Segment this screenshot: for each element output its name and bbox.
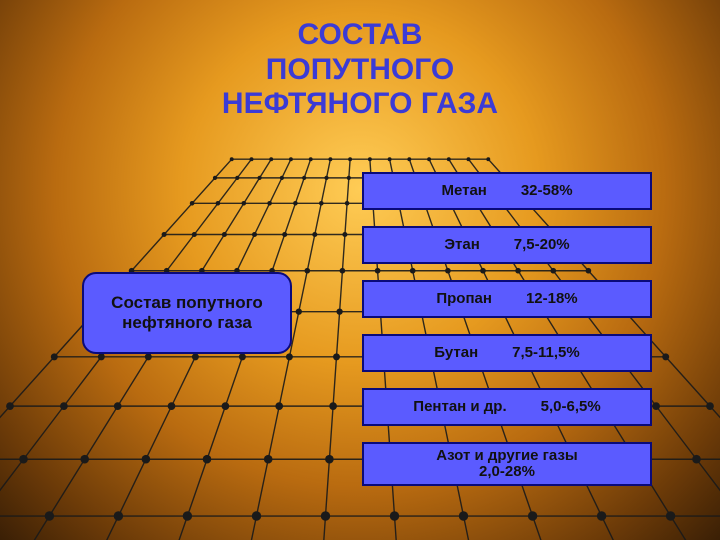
composition-row: Пропан 12-18% [362, 280, 652, 318]
row-label: Бутан [434, 345, 478, 362]
row-value: 5,0-6,5% [541, 399, 601, 416]
composition-row: Этан 7,5-20% [362, 226, 652, 264]
row-value: 7,5-20% [514, 237, 570, 254]
row-value: 7,5-11,5% [512, 345, 580, 362]
composition-row: Пентан и др. 5,0-6,5% [362, 388, 652, 426]
row-label: Пропан [436, 291, 492, 308]
row-label: Метан [441, 183, 486, 200]
left-summary-box: Состав попутного нефтяного газа [82, 272, 292, 354]
composition-row: Метан 32-58% [362, 172, 652, 210]
row-label: Пентан и др. [413, 399, 506, 416]
row-label: Азот и другие газы [436, 448, 577, 465]
row-value: 12-18% [526, 291, 578, 308]
row-value: 2,0-28% [436, 464, 577, 481]
slide-title: СОСТАВ ПОПУТНОГО НЕФТЯНОГО ГАЗА [0, 18, 720, 122]
composition-row: Бутан 7,5-11,5% [362, 334, 652, 372]
row-label: Этан [444, 237, 479, 254]
row-value: 32-58% [521, 183, 573, 200]
composition-row: Азот и другие газы2,0-28% [362, 442, 652, 486]
slide-stage: СОСТАВ ПОПУТНОГО НЕФТЯНОГО ГАЗА Состав п… [0, 0, 720, 540]
